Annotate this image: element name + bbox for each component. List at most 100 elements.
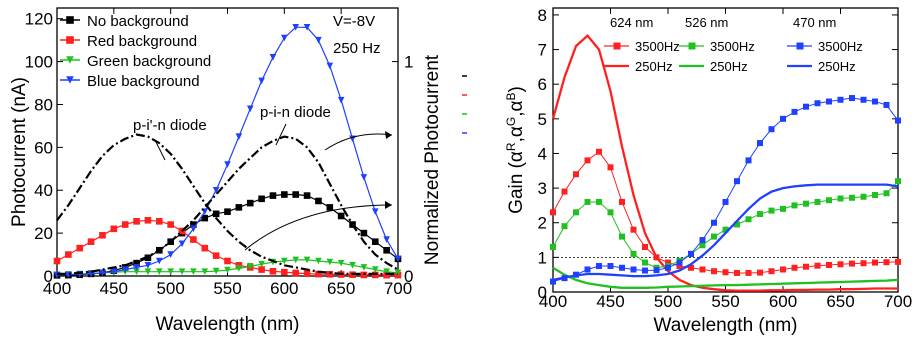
data-point: [246, 199, 254, 207]
data-point: [337, 96, 345, 104]
data-point: [167, 251, 174, 258]
data-point: [212, 267, 220, 275]
data-point: [699, 266, 706, 273]
data-point: [883, 101, 890, 108]
data-point: [87, 238, 95, 245]
annotation-pin-prime: p-i'-n diode: [133, 117, 207, 134]
data-point: [281, 268, 288, 276]
data-point: [619, 233, 625, 240]
annotation-pointer: [275, 123, 287, 146]
data-point: [383, 271, 390, 279]
y-tick-label: 7: [538, 41, 547, 60]
legend-marker: [66, 76, 74, 84]
data-point: [745, 216, 752, 223]
y-tick-label: 40: [34, 181, 53, 200]
data-point: [371, 266, 379, 273]
data-point: [156, 257, 163, 265]
data-point: [780, 205, 786, 212]
data-point: [53, 257, 61, 265]
data-point: [315, 197, 322, 205]
y-tick-label: 80: [34, 95, 53, 114]
x-axis-label: Wavelength (nm): [654, 315, 798, 336]
data-point: [860, 260, 867, 267]
arrow-head: [385, 201, 392, 209]
arrow-to-right-axis: [244, 204, 393, 251]
data-point: [224, 266, 231, 274]
legend-marker: [688, 42, 696, 50]
data-point: [212, 252, 220, 259]
data-point: [394, 269, 402, 277]
data-point: [76, 244, 84, 252]
series-line: [551, 34, 898, 292]
data-point: [872, 259, 878, 266]
data-point: [676, 263, 683, 270]
data-point: [190, 268, 197, 276]
data-point: [883, 190, 890, 197]
legend-label: 3500Hz: [818, 39, 863, 54]
y-tick-label: 6: [538, 75, 547, 94]
x-tick-label: 650: [327, 279, 355, 298]
condition-voltage: V=-8V: [333, 13, 375, 30]
data-point: [895, 258, 901, 265]
x-tick-label: 500: [654, 292, 682, 311]
condition-frequency: 250 Hz: [333, 40, 381, 57]
data-point: [371, 238, 379, 245]
data-point: [768, 207, 775, 214]
data-point: [872, 98, 878, 105]
data-point: [711, 268, 717, 275]
data-point: [734, 221, 740, 228]
data-point: [144, 261, 152, 269]
data-point: [133, 268, 140, 276]
data-point: [607, 209, 614, 216]
y-tick-label: 100: [25, 53, 53, 72]
left-chart: 400 450 500 550 600 650 70002040608010012001Wa…: [9, 7, 467, 335]
data-point: [281, 191, 288, 198]
data-point: [315, 36, 322, 44]
data-point: [167, 268, 174, 276]
data-point: [688, 250, 694, 257]
data-point: [860, 193, 867, 200]
legend-group-header: 470 nm: [793, 15, 836, 30]
series-line: [552, 97, 899, 283]
data-point: [711, 219, 717, 226]
data-point: [337, 212, 345, 220]
data-point: [258, 77, 265, 85]
legend-label: 250Hz: [818, 59, 856, 74]
data-point: [596, 263, 602, 270]
data-point: [814, 100, 821, 107]
data-point: [699, 242, 706, 249]
annotation-pointer: [154, 139, 166, 161]
data-point: [292, 23, 299, 31]
data-point: [269, 267, 277, 275]
data-point: [757, 269, 763, 276]
data-point: [791, 264, 798, 271]
data-point: [383, 246, 390, 254]
legend-label: 250Hz: [710, 59, 748, 74]
data-point: [895, 117, 901, 124]
data-point: [826, 197, 832, 204]
data-point: [258, 266, 265, 273]
data-point: [596, 198, 602, 205]
data-point: [281, 257, 288, 265]
x-tick-label: 450: [100, 279, 128, 298]
y-tick-label: 3: [538, 179, 547, 198]
data-point: [360, 229, 368, 237]
legend-group-header: 526 nm: [685, 15, 728, 30]
series-line: [552, 150, 899, 274]
data-point: [258, 195, 265, 203]
data-point: [584, 198, 591, 205]
data-point: [550, 243, 556, 250]
data-point: [768, 126, 775, 133]
data-point: [383, 268, 390, 276]
legend-group-header: 624 nm: [610, 15, 653, 30]
data-point: [676, 259, 683, 266]
data-point: [110, 225, 118, 233]
data-point: [292, 256, 299, 264]
y-axis-label: Gain (αR,αG,αB): [504, 86, 527, 214]
y-tick-label: 8: [538, 6, 547, 25]
annotation-pin: p-i-n diode: [260, 104, 331, 121]
data-point: [561, 223, 568, 230]
data-point: [826, 261, 832, 268]
data-point: [630, 250, 637, 257]
series-line: [552, 266, 899, 289]
